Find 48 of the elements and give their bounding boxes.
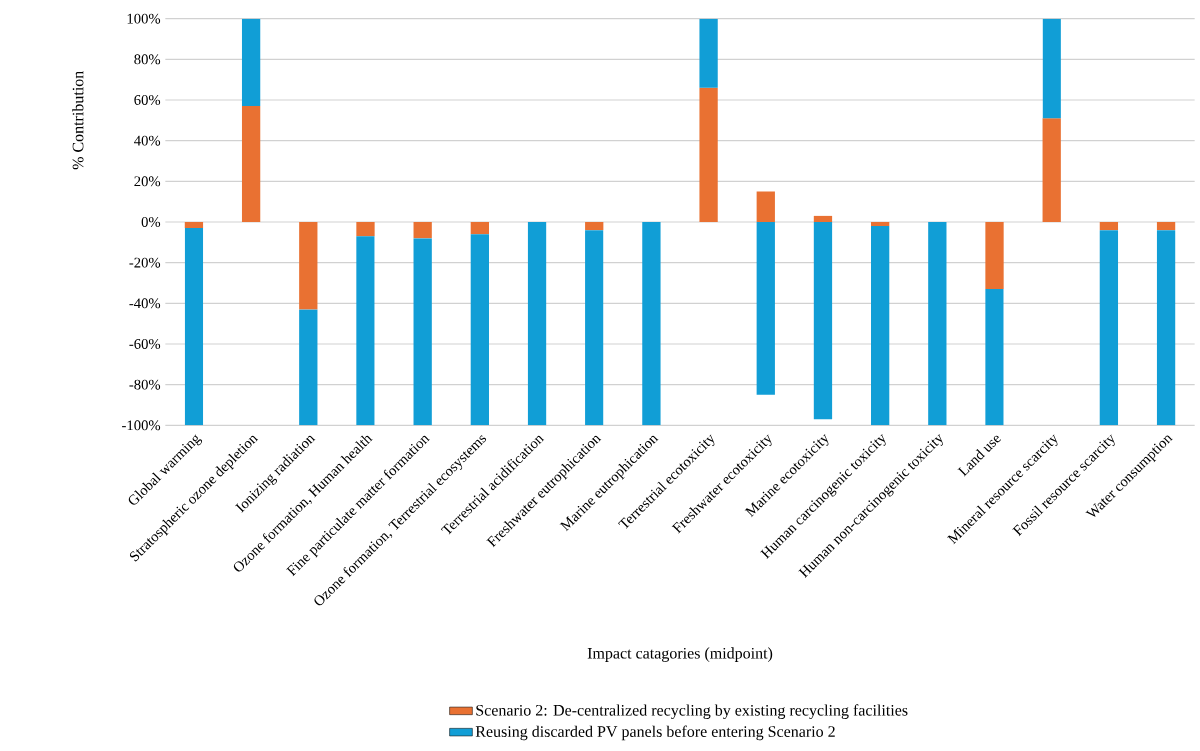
bar [184, 221, 204, 228]
y-tick-label: -20% [129, 257, 161, 268]
y-tick-label: 100% [127, 13, 161, 24]
y-axis-title: % Contribution [72, 70, 84, 170]
y-tick-label: -100% [122, 420, 161, 431]
bar [985, 288, 1004, 426]
bar [241, 105, 261, 222]
bar [299, 221, 318, 310]
bar [1156, 229, 1176, 426]
bar [413, 221, 432, 239]
bar [1042, 18, 1061, 119]
bar [184, 227, 204, 426]
y-tick-label: 20% [134, 176, 161, 187]
bar [585, 229, 604, 426]
legend-label: Reusing discarded PV panels before entering Scenario 2 [475, 725, 835, 741]
y-tick-label: 40% [134, 135, 161, 146]
bar [756, 191, 775, 222]
y-tick-label: -80% [129, 379, 161, 390]
bar [356, 236, 375, 426]
bar [356, 221, 375, 237]
bar [985, 221, 1004, 289]
x-axis-title: Impact catagories (midpoint) [587, 647, 773, 662]
bar [699, 87, 718, 222]
bar [1042, 118, 1061, 222]
bar [928, 221, 947, 426]
y-tick-label: -40% [129, 298, 161, 309]
y-tick-label: -60% [129, 338, 161, 349]
bar [813, 215, 833, 222]
bar [871, 225, 890, 426]
bar [871, 221, 890, 226]
bar [642, 221, 661, 426]
bar [585, 221, 604, 230]
bar [1099, 229, 1119, 426]
bar [413, 238, 432, 426]
bar [1156, 221, 1176, 230]
bar [241, 18, 261, 106]
bar [756, 221, 775, 395]
bar [813, 221, 833, 420]
bar [527, 221, 547, 426]
bar [1099, 221, 1119, 230]
y-tick-label: 60% [134, 94, 161, 105]
bar [470, 234, 489, 426]
legend-label: Scenario 2: De-centralized recycling by existing recycling facilities [476, 704, 908, 719]
bar [699, 18, 718, 88]
bar [299, 309, 318, 426]
y-tick-label: 0% [141, 216, 161, 227]
y-tick-label: 80% [134, 54, 161, 65]
bar [470, 221, 489, 235]
